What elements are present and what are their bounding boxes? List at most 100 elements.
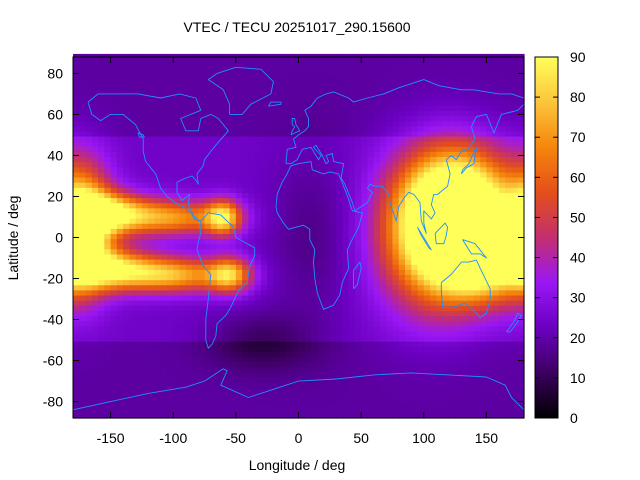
heat-cell <box>492 356 500 363</box>
heat-cell <box>173 238 181 245</box>
heat-cell <box>116 59 124 65</box>
heat-cell <box>442 274 450 281</box>
heat-cell <box>73 238 80 245</box>
heat-cell <box>242 412 249 419</box>
heat-cell <box>154 218 162 224</box>
heat-cell <box>423 212 431 219</box>
heat-cell <box>367 212 375 219</box>
heat-cell <box>98 171 105 178</box>
heat-cell <box>498 376 506 383</box>
vtec-heatmap-field <box>73 53 525 419</box>
heat-cell <box>505 166 513 173</box>
heat-cell <box>279 392 287 399</box>
heat-cell <box>123 376 130 383</box>
heat-cell <box>260 156 268 163</box>
heat-cell <box>91 279 99 286</box>
heat-cell <box>141 253 149 260</box>
heat-cell <box>392 120 400 127</box>
heat-cell <box>404 218 412 224</box>
heat-cell <box>317 125 325 132</box>
heat-cell <box>342 412 350 419</box>
heat-cell <box>417 320 425 327</box>
heat-cell <box>123 310 130 317</box>
heat-cell <box>204 402 212 409</box>
heat-cell <box>135 187 143 193</box>
heat-cell <box>323 238 331 245</box>
heat-cell <box>473 238 481 245</box>
heat-cell <box>442 269 450 276</box>
heat-cell <box>179 382 187 388</box>
heat-cell <box>354 182 362 188</box>
heat-cell <box>404 402 412 409</box>
heat-cell <box>223 59 231 65</box>
heat-cell <box>304 89 312 96</box>
heat-cell <box>160 228 168 234</box>
heat-cell <box>254 289 262 296</box>
heat-cell <box>498 94 506 101</box>
heat-cell <box>492 197 500 204</box>
heat-cell <box>473 223 481 229</box>
heat-cell <box>448 238 456 245</box>
heat-cell <box>210 141 218 147</box>
heat-cell <box>110 115 118 122</box>
heat-cell <box>79 382 87 388</box>
heat-cell <box>279 274 287 281</box>
heat-cell <box>135 59 143 65</box>
heat-cell <box>229 387 237 393</box>
heat-cell <box>129 187 137 193</box>
heat-cell <box>367 407 375 414</box>
heat-cell <box>379 79 387 86</box>
heat-cell <box>98 212 105 219</box>
heat-cell <box>154 151 162 158</box>
heat-cell <box>304 376 312 383</box>
heat-cell <box>298 325 306 332</box>
heat-cell <box>404 135 412 142</box>
heat-cell <box>73 330 80 337</box>
heat-cell <box>79 161 87 168</box>
heat-cell <box>379 402 387 409</box>
heat-cell <box>116 187 124 193</box>
heat-cell <box>423 371 431 378</box>
heat-cell <box>279 110 287 117</box>
heat-cell <box>123 156 130 163</box>
heat-cell <box>354 382 362 388</box>
heat-cell <box>267 356 275 363</box>
heat-cell <box>198 382 206 388</box>
heat-cell <box>461 361 469 368</box>
heat-cell <box>411 341 419 347</box>
heat-cell <box>498 346 506 352</box>
heat-cell <box>430 218 437 224</box>
heat-cell <box>279 233 287 240</box>
heat-cell <box>73 182 80 188</box>
heat-cell <box>192 105 199 111</box>
heat-cell <box>480 105 488 111</box>
heat-cell <box>91 330 99 337</box>
heat-cell <box>498 294 506 301</box>
heat-cell <box>423 171 431 178</box>
heat-cell <box>273 294 281 301</box>
heat-cell <box>229 223 237 229</box>
heat-cell <box>148 300 156 306</box>
heat-cell <box>486 74 494 81</box>
heat-cell <box>285 269 293 276</box>
heat-cell <box>110 89 118 96</box>
heat-cell <box>423 74 431 81</box>
heat-cell <box>511 305 519 311</box>
heat-cell <box>467 335 475 342</box>
heat-cell <box>492 243 500 250</box>
heat-cell <box>492 120 500 127</box>
heat-cell <box>98 341 105 347</box>
heat-cell <box>154 269 162 276</box>
heat-cell <box>398 79 406 86</box>
heat-cell <box>311 315 318 322</box>
heat-cell <box>492 397 500 404</box>
heat-cell <box>329 151 337 158</box>
heat-cell <box>285 289 293 296</box>
heat-cell <box>430 89 437 96</box>
heat-cell <box>217 320 224 327</box>
heat-cell <box>192 192 199 199</box>
heat-cell <box>505 100 513 106</box>
heat-cell <box>204 330 212 337</box>
heat-cell <box>436 305 444 311</box>
heat-cell <box>267 156 275 163</box>
